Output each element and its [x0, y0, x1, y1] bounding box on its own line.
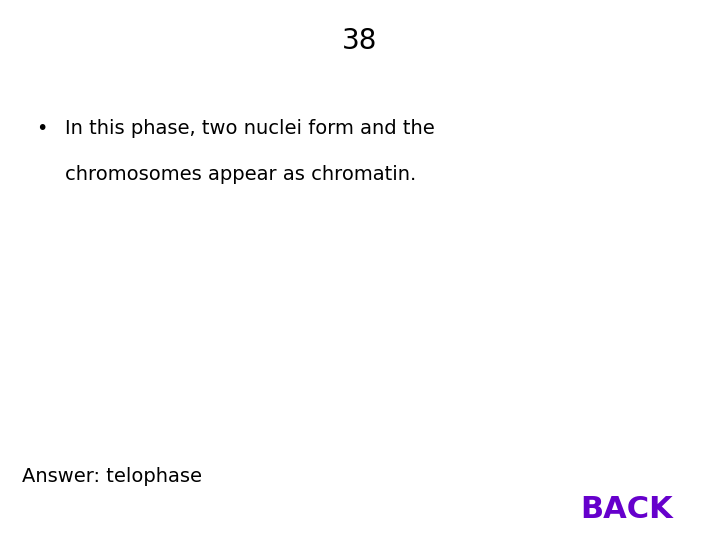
Text: •: •	[36, 119, 48, 138]
Text: BACK: BACK	[580, 495, 672, 524]
Text: 38: 38	[342, 27, 378, 55]
Text: In this phase, two nuclei form and the: In this phase, two nuclei form and the	[65, 119, 435, 138]
Text: Answer: telophase: Answer: telophase	[22, 467, 202, 486]
Text: chromosomes appear as chromatin.: chromosomes appear as chromatin.	[65, 165, 416, 184]
